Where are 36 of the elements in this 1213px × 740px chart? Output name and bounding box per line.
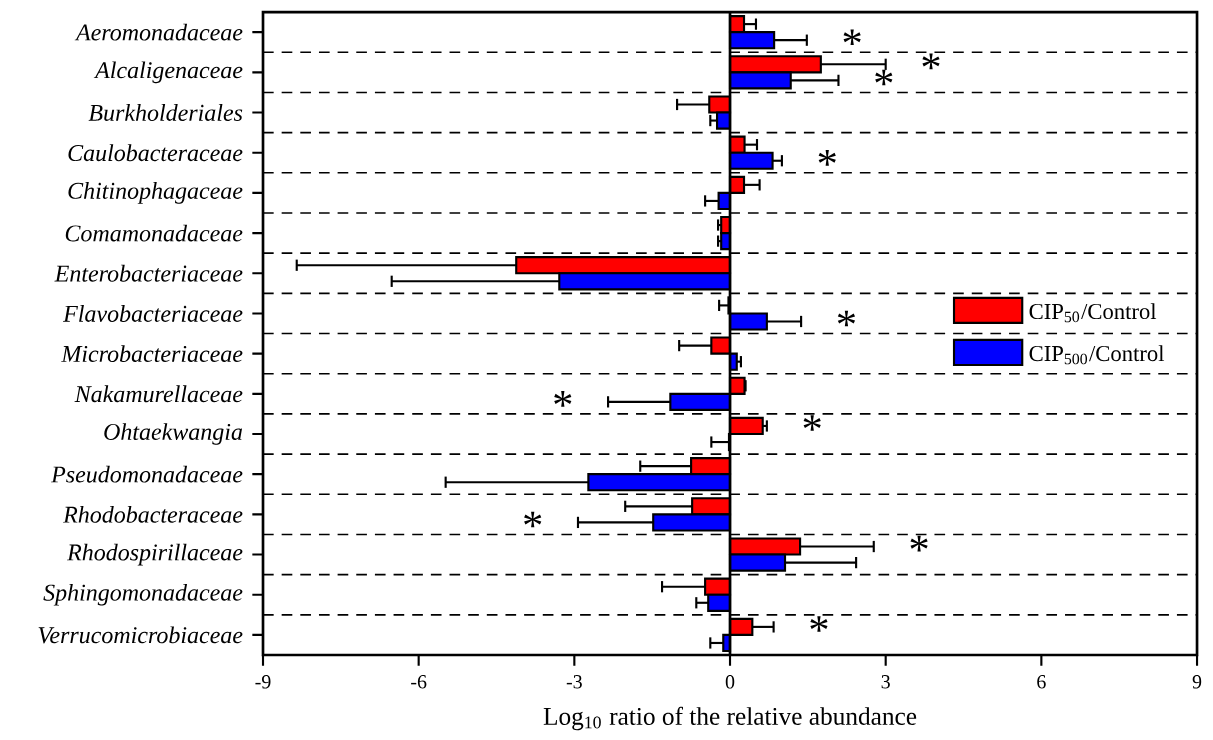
y-tick-label: Sphingomonadaceae bbox=[43, 583, 243, 606]
y-tick-label: Aeromonadaceae bbox=[74, 23, 243, 41]
annotation: * bbox=[803, 415, 821, 431]
annotation: * bbox=[837, 310, 856, 327]
y-tick-label: Microbacteriaceae bbox=[61, 345, 243, 363]
y-tick-label: Enterobacteriaceae bbox=[54, 264, 243, 282]
annotation: * bbox=[818, 150, 836, 166]
y-tick-label: Burkholderiales bbox=[88, 104, 243, 121]
legend-label: CIP$_{50}$/Control bbox=[1029, 303, 1157, 323]
x-tick-label: 9 bbox=[1192, 675, 1202, 689]
y-tick-label: Nakamurellaceae bbox=[74, 385, 243, 403]
y-tick-label: Alcaligenaceae bbox=[93, 61, 243, 84]
y-tick-label: Ohtaekwangia bbox=[104, 423, 243, 445]
x-tick-label: -9 bbox=[255, 675, 271, 689]
x-tick-label: 6 bbox=[1037, 675, 1046, 689]
annotation: * bbox=[875, 69, 893, 86]
annotation: * bbox=[922, 53, 940, 70]
x-tick-label: 0 bbox=[725, 675, 735, 689]
x-tick-label: -3 bbox=[566, 675, 582, 689]
y-tick-label: Chitinophagaceae bbox=[68, 182, 243, 204]
y-tick-label: Pseudomonadaceae bbox=[51, 465, 243, 483]
annotation: * bbox=[810, 616, 828, 632]
y-tick-label: Caulobacteraceae bbox=[68, 144, 243, 162]
annotation: * bbox=[524, 511, 542, 528]
y-tick-label: Flavobacteriaceae bbox=[63, 305, 243, 322]
y-tick-label: Rhodospirillaceae bbox=[66, 543, 243, 566]
y-tick-label: Comamonadaceae bbox=[65, 224, 243, 242]
x-tick-label: 3 bbox=[881, 675, 890, 689]
annotation: * bbox=[554, 391, 572, 407]
annotation: * bbox=[843, 29, 861, 46]
y-tick-label: Verrucomicrobiaceae bbox=[38, 626, 243, 644]
y-tick-label: Rhodobacteraceae bbox=[63, 505, 243, 523]
legend-label: CIP$_{500}$/Control bbox=[1029, 345, 1165, 365]
annotation: * bbox=[910, 535, 928, 552]
x-axis-title: Log$_{10}$ ratio of the relative abundance bbox=[543, 706, 917, 731]
x-tick-label: -6 bbox=[411, 675, 427, 689]
